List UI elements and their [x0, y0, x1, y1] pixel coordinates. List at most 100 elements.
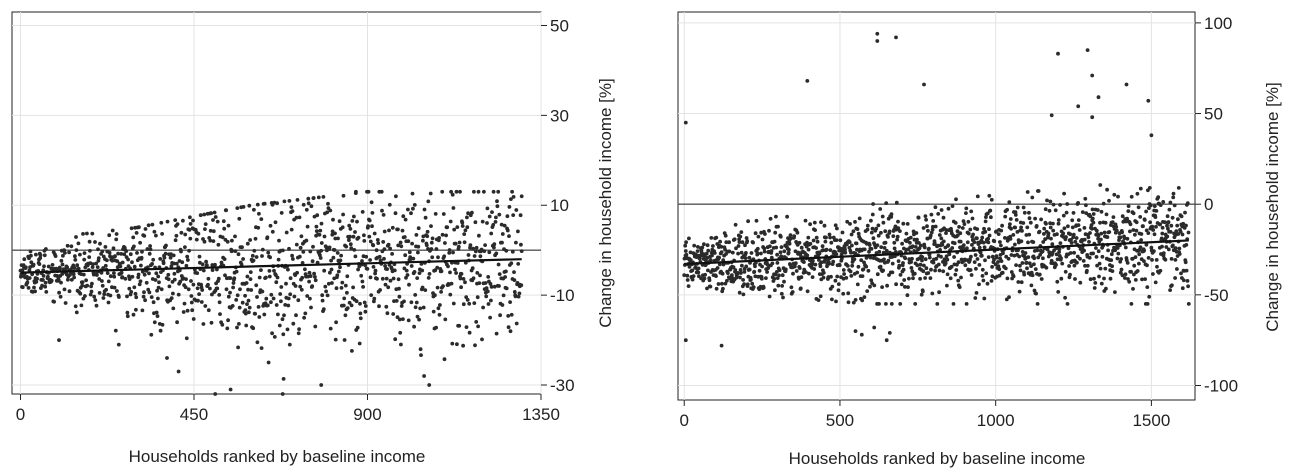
left-chart-data-point: [112, 285, 117, 290]
left-chart-data-point: [390, 252, 394, 256]
left-chart-data-point: [147, 271, 151, 276]
left-chart-data-point: [197, 292, 202, 296]
left-chart-data-point: [260, 254, 264, 258]
left-chart-data-point: [286, 267, 290, 272]
right-chart-data-point: [1053, 208, 1058, 213]
right-chart-data-point: [1138, 215, 1143, 219]
left-chart-data-point: [150, 222, 155, 227]
right-chart-data-point: [1009, 253, 1014, 257]
left-chart-data-point: [215, 286, 220, 291]
right-chart-data-point: [817, 251, 822, 256]
right-chart-data-point: [1169, 223, 1174, 228]
left-chart-data-point: [280, 317, 285, 322]
right-chart-data-point: [957, 285, 962, 289]
left-chart-data-point: [348, 227, 353, 231]
left-chart-data-point: [407, 250, 412, 255]
left-chart-data-point: [434, 247, 439, 251]
right-chart-data-point: [1018, 263, 1022, 268]
left-chart-data-point: [203, 304, 208, 308]
left-chart-data-point: [372, 231, 377, 236]
right-chart-data-point: [941, 239, 946, 244]
left-chart-data-point: [356, 267, 360, 272]
right-chart-data-point: [1131, 287, 1135, 291]
left-chart-data-point: [500, 240, 504, 245]
left-chart-data-point: [106, 279, 111, 284]
right-chart-data-point: [816, 298, 821, 302]
right-chart-data-point: [1160, 231, 1165, 236]
left-chart-data-point: [116, 251, 120, 256]
right-chart-data-point: [1072, 250, 1076, 255]
right-chart-data-point: [1061, 231, 1066, 236]
right-chart-data-point: [1056, 290, 1061, 294]
right-chart-data-point: [968, 268, 973, 272]
left-chart-data-point: [103, 263, 108, 268]
right-chart-data-point: [1166, 220, 1171, 224]
left-chart-data-point: [396, 277, 401, 282]
left-chart-data-point: [234, 269, 239, 274]
right-chart-data-point: [820, 244, 825, 249]
right-chart-data-point: [865, 289, 870, 293]
left-chart-data-point: [96, 256, 101, 260]
right-chart-data-point: [840, 230, 845, 235]
left-chart-data-point: [201, 322, 206, 326]
left-chart-data-point: [516, 229, 520, 234]
right-chart-data-point: [1167, 207, 1172, 212]
right-chart-data-point: [996, 264, 1001, 268]
right-chart-data-point: [921, 269, 926, 274]
right-chart-data-point: [706, 248, 711, 253]
left-chart-data-point: [150, 262, 155, 266]
right-chart-data-point: [883, 240, 888, 245]
right-chart-data-point: [1139, 238, 1143, 242]
left-chart-data-point: [519, 249, 524, 254]
right-chart-data-point: [1172, 203, 1177, 208]
right-chart-data-point: [871, 202, 875, 206]
left-chart-data-point: [40, 283, 44, 288]
left-chart-data-point: [517, 291, 522, 296]
right-chart-data-point: [1062, 226, 1067, 231]
right-chart-data-point: [847, 240, 852, 245]
right-chart-data-point: [857, 216, 862, 221]
right-chart-outlier-point: [1076, 104, 1081, 109]
left-chart-data-point: [322, 268, 327, 273]
left-chart-data-point: [371, 265, 376, 269]
right-chart-data-point: [998, 240, 1002, 244]
left-chart-data-point: [264, 296, 269, 301]
right-chart-data-point: [1186, 302, 1191, 306]
right-chart-x-tick-label: 1500: [1132, 411, 1170, 430]
right-chart-data-point: [970, 243, 974, 247]
left-chart-data-point: [38, 253, 43, 258]
left-chart-outlier-point: [213, 392, 218, 396]
right-chart-data-point: [761, 285, 766, 290]
left-chart-data-point: [460, 220, 465, 225]
right-chart-data-point: [1163, 257, 1168, 262]
left-chart-data-point: [360, 210, 365, 214]
right-chart-data-point: [1184, 268, 1189, 273]
left-chart-data-point: [510, 189, 514, 194]
right-chart-data-point: [1102, 276, 1106, 281]
right-chart-data-point: [1150, 224, 1155, 229]
left-chart-data-point: [406, 239, 411, 244]
left-chart-data-point: [115, 289, 119, 293]
right-chart-data-point: [723, 281, 728, 286]
right-chart-data-point: [871, 236, 876, 241]
left-chart-data-point: [347, 238, 351, 243]
left-chart-data-point: [100, 279, 104, 283]
left-chart-data-point: [113, 254, 117, 259]
right-chart-data-point: [1102, 230, 1107, 235]
left-chart-data-point: [435, 285, 440, 290]
right-chart-data-point: [842, 272, 846, 276]
right-chart-data-point: [836, 282, 841, 286]
right-chart-data-point: [1097, 274, 1101, 279]
right-chart-data-point: [973, 253, 978, 257]
right-chart-data-point: [1110, 220, 1115, 225]
left-chart-data-point: [42, 253, 47, 258]
right-chart-data-point: [905, 293, 910, 298]
left-chart-data-point: [166, 277, 171, 282]
right-chart-data-point: [1043, 207, 1048, 212]
right-chart-data-point: [913, 302, 918, 306]
left-chart-data-point: [365, 267, 370, 271]
right-chart-data-point: [944, 254, 949, 259]
right-chart-data-point: [1088, 231, 1092, 235]
right-chart-data-point: [1174, 229, 1179, 234]
right-chart-data-point: [984, 271, 989, 276]
